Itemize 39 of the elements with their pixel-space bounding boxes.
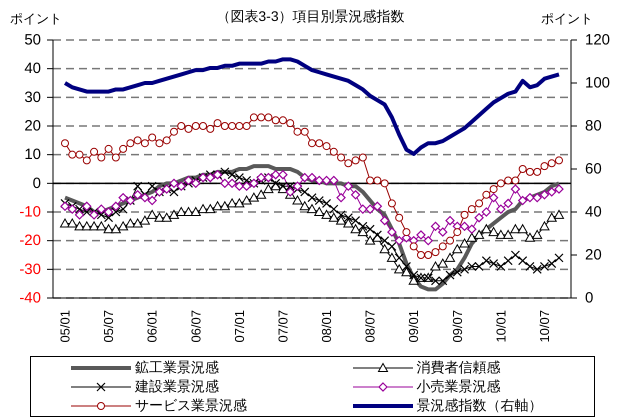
y2-tick-label: 40 [585, 204, 602, 220]
y-tick-label: 10 [24, 146, 41, 164]
legend-label: 鉱工業景況感 [135, 358, 219, 376]
legend-label: 小売業景況感 [416, 378, 500, 396]
y2-tick-label: 100 [585, 74, 610, 92]
y2-tick-label: 20 [585, 246, 602, 264]
x-tick-label: 10/01 [493, 310, 508, 343]
x-tick-label: 06/01 [144, 310, 160, 343]
chart-title: （図表3-3）項目別景況感指数 [216, 8, 405, 24]
y-axis-title: ポイント [10, 10, 62, 28]
y-tick-label: -10 [19, 204, 41, 220]
x-tick-label: 08/01 [319, 310, 334, 343]
x-tick-label: 05/01 [58, 310, 72, 343]
x-tick-label: 06/07 [188, 310, 204, 343]
y2-tick-label: 120 [585, 32, 610, 48]
x-tick-label: 07/01 [232, 310, 247, 343]
legend-label: 景況感指数（右軸） [416, 396, 542, 414]
y-tick-label: 20 [24, 118, 41, 134]
y-tick-label: -20 [19, 232, 41, 250]
y-tick-label: 30 [24, 88, 41, 106]
y2-tick-label: 0 [585, 290, 594, 306]
y-tick-label: -30 [19, 260, 41, 278]
y2-axis-title: ポイント [541, 10, 593, 28]
y2-tick-label: 80 [585, 118, 602, 134]
line-series [63, 57, 561, 156]
y2-tick-label: 60 [585, 160, 602, 178]
legend-label: 消費者信頼感 [416, 358, 500, 376]
y-tick-label: 50 [24, 32, 41, 48]
x-tick-label: 05/07 [101, 310, 116, 343]
y-tick-label: -40 [19, 290, 41, 306]
y-tick-label: 40 [24, 60, 41, 78]
x-tick-label: 09/07 [450, 310, 465, 343]
legend-label: サービス業景況感 [135, 396, 247, 414]
x-tick-label: 09/01 [406, 310, 422, 343]
legend-label: 建設業景況感 [135, 378, 219, 396]
y-tick-label: 0 [32, 174, 41, 192]
x-tick-label: 10/07 [536, 310, 552, 343]
x-tick-label: 07/07 [275, 310, 290, 343]
x-tick-label: 08/07 [362, 310, 378, 343]
